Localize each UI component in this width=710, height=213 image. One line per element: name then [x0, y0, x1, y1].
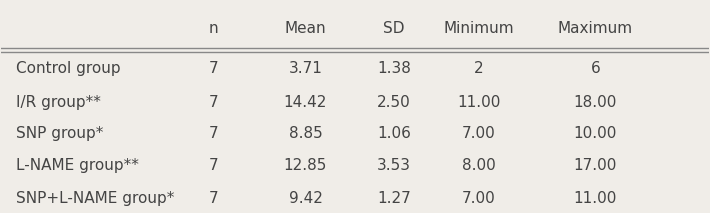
Text: SNP group*: SNP group*: [16, 126, 103, 141]
Text: 7: 7: [209, 158, 219, 173]
Text: 2.50: 2.50: [377, 95, 411, 110]
Text: 9.42: 9.42: [288, 191, 322, 206]
Text: 6: 6: [591, 61, 601, 76]
Text: 1.27: 1.27: [377, 191, 411, 206]
Text: L-NAME group**: L-NAME group**: [16, 158, 138, 173]
Text: SNP+L-NAME group*: SNP+L-NAME group*: [16, 191, 174, 206]
Text: Minimum: Minimum: [444, 21, 514, 36]
Text: 14.42: 14.42: [284, 95, 327, 110]
Text: 8.00: 8.00: [462, 158, 496, 173]
Text: 10.00: 10.00: [574, 126, 617, 141]
Text: 7.00: 7.00: [462, 191, 496, 206]
Text: n: n: [209, 21, 219, 36]
Text: 1.38: 1.38: [377, 61, 411, 76]
Text: 12.85: 12.85: [284, 158, 327, 173]
Text: Maximum: Maximum: [558, 21, 633, 36]
Text: I/R group**: I/R group**: [16, 95, 100, 110]
Text: 7: 7: [209, 61, 219, 76]
Text: 7: 7: [209, 126, 219, 141]
Text: 17.00: 17.00: [574, 158, 617, 173]
Text: 11.00: 11.00: [457, 95, 501, 110]
Text: 3.53: 3.53: [377, 158, 411, 173]
Text: 18.00: 18.00: [574, 95, 617, 110]
Text: 7: 7: [209, 95, 219, 110]
Text: Mean: Mean: [285, 21, 327, 36]
Text: Control group: Control group: [16, 61, 120, 76]
Text: 7: 7: [209, 191, 219, 206]
Text: 11.00: 11.00: [574, 191, 617, 206]
Text: 7.00: 7.00: [462, 126, 496, 141]
Text: 1.06: 1.06: [377, 126, 411, 141]
Text: 3.71: 3.71: [288, 61, 322, 76]
Text: SD: SD: [383, 21, 405, 36]
Text: 8.85: 8.85: [289, 126, 322, 141]
Text: 2: 2: [474, 61, 484, 76]
